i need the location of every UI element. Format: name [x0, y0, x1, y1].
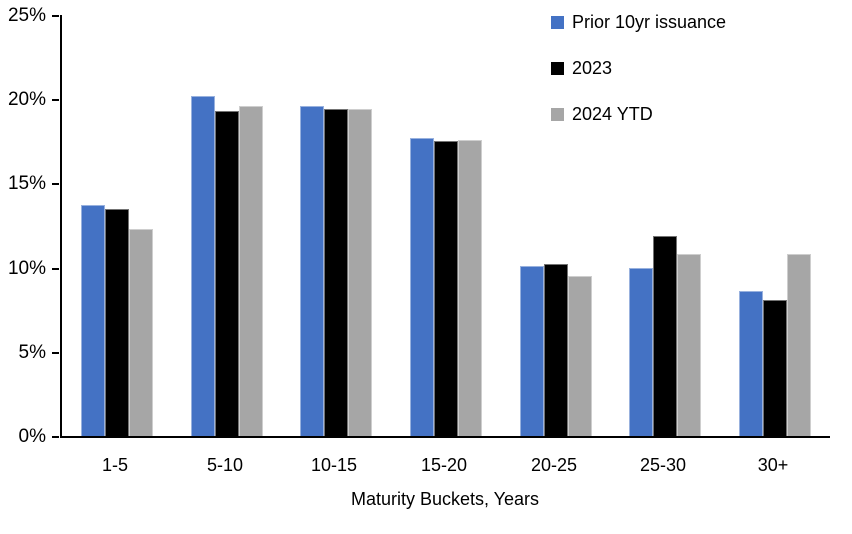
y-tick-15%: [52, 183, 59, 185]
x-tick-label-20-25: 20-25: [530, 455, 578, 475]
bar-1-5-s2: [129, 229, 153, 436]
bar-20-25-s1: [544, 264, 568, 436]
y-tick-20%: [52, 99, 59, 101]
legend-label: Prior 10yr issuance: [572, 11, 727, 32]
x-tick-label-25-30: 25-30: [639, 455, 687, 475]
bar-20-25-s0: [520, 266, 544, 436]
bar-30+-s0: [739, 291, 763, 436]
bar-10-15-s2: [348, 109, 372, 436]
x-axis-title: Maturity Buckets, Years: [350, 489, 540, 509]
y-tick-label: 0%: [18, 426, 46, 447]
bar-1-5-s0: [81, 205, 105, 436]
bar-25-30-s0: [629, 268, 653, 436]
legend-swatch-icon: [551, 15, 564, 29]
x-tick-label-10-15: 10-15: [310, 455, 358, 475]
bar-30+-s2: [787, 254, 811, 436]
bar-1-5-s1: [105, 209, 129, 436]
bar-25-30-s1: [653, 236, 677, 436]
x-tick-label-30+: 30+: [757, 455, 789, 475]
y-tick-label: 15%: [7, 173, 46, 194]
legend-label: 2023: [572, 57, 613, 78]
bar-10-15-s0: [300, 106, 324, 436]
bar-5-10-s2: [239, 106, 263, 436]
legend-label: 2024 YTD: [572, 103, 653, 124]
bar-20-25-s2: [568, 276, 592, 436]
legend-swatch-icon: [551, 61, 564, 75]
x-tick-label-15-20: 15-20: [420, 455, 468, 475]
y-tick-label: 5%: [18, 342, 46, 363]
legend: Prior 10yr issuance 2023 2024 YTD: [551, 12, 726, 150]
bar-15-20-s1: [434, 141, 458, 436]
y-tick-label: 20%: [7, 89, 46, 110]
y-tick-label: 25%: [7, 5, 46, 26]
legend-item-2: 2024 YTD: [551, 104, 726, 124]
y-tick-10%: [52, 268, 59, 270]
bar-30+-s1: [763, 300, 787, 436]
y-tick-25%: [52, 15, 59, 17]
bar-10-15-s1: [324, 109, 348, 436]
y-tick-5%: [52, 352, 59, 354]
bar-15-20-s0: [410, 138, 434, 436]
bar-5-10-s1: [215, 111, 239, 436]
y-tick-label: 10%: [7, 258, 46, 279]
y-tick-0%: [52, 436, 59, 438]
bar-25-30-s2: [677, 254, 701, 436]
x-tick-label-5-10: 5-10: [206, 455, 244, 475]
legend-item-1: 2023: [551, 58, 726, 78]
legend-item-0: Prior 10yr issuance: [551, 12, 726, 32]
plot-area: [60, 15, 830, 438]
x-tick-label-1-5: 1-5: [101, 455, 129, 475]
bar-15-20-s2: [458, 140, 482, 436]
legend-swatch-icon: [551, 107, 564, 121]
bar-5-10-s0: [191, 96, 215, 436]
